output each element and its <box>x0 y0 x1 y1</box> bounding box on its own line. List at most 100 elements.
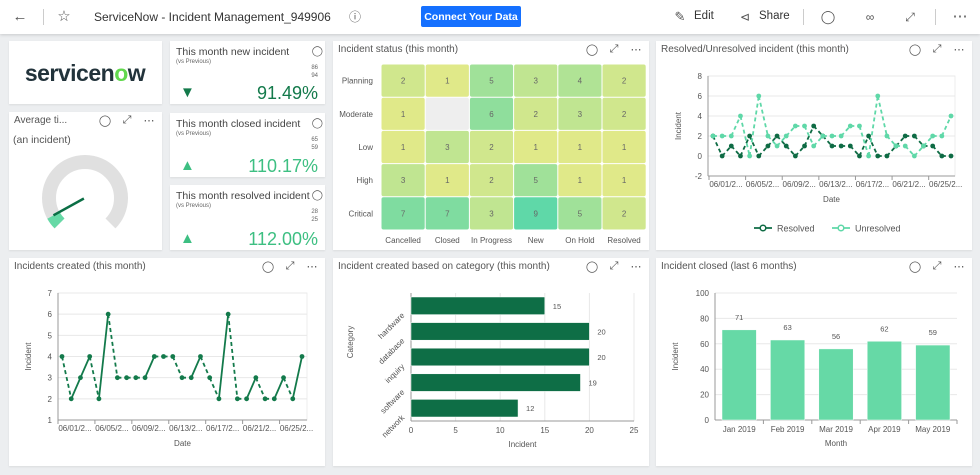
data-point <box>811 123 817 129</box>
data-point <box>161 354 166 359</box>
x-tick-label: 06/21/2... <box>243 424 276 433</box>
glasses-icon[interactable]: ∞ <box>865 10 875 24</box>
more-icon[interactable]: ⋯ <box>630 44 642 56</box>
comment-icon[interactable]: ◯ <box>261 261 275 273</box>
data-point <box>756 93 762 99</box>
expand-icon[interactable]: ⤢ <box>609 260 619 272</box>
bar <box>410 322 590 341</box>
comment-icon[interactable]: ◯ <box>311 46 323 57</box>
x-tick-label: May 2019 <box>915 425 951 434</box>
data-point <box>802 143 807 149</box>
cell-value: 1 <box>533 143 538 152</box>
expand-icon[interactable]: ⤢ <box>122 114 132 126</box>
heatmap-chart: Planning 2 1 5 3 4 2 Moderate 1 6 2 3 2 Low 1 3 2 1 1 1 High… <box>339 64 646 245</box>
comment-icon[interactable]: ◯ <box>98 115 112 127</box>
comment-icon[interactable]: ◯ <box>585 44 599 56</box>
more-icon[interactable]: ⋯ <box>953 261 965 273</box>
more-icon[interactable]: ⋯ <box>306 261 318 273</box>
cell-value: 1 <box>401 110 406 119</box>
kpi-current: 28 <box>311 209 318 215</box>
bar <box>721 329 757 421</box>
x-tick-label: 10 <box>496 426 505 435</box>
comment-icon[interactable]: ◯ <box>311 190 323 201</box>
comment-icon[interactable]: ◯ <box>585 261 599 273</box>
expand-icon[interactable]: ⤢ <box>285 260 295 272</box>
heatmap-cell <box>425 64 469 97</box>
data-point <box>838 143 844 149</box>
row-label: High <box>357 176 373 185</box>
column-label: In Progress <box>471 236 512 245</box>
series-line-segment <box>748 135 760 157</box>
bar-value-label: 15 <box>553 302 561 311</box>
data-point <box>911 153 917 159</box>
comment-icon[interactable]: ◯ <box>908 261 922 273</box>
pencil-icon[interactable]: ✎ <box>674 9 686 24</box>
data-point <box>783 143 789 149</box>
arrow-left-icon[interactable]: ← <box>12 8 28 25</box>
cell-value: 5 <box>578 209 583 218</box>
heatmap-cell <box>514 97 558 130</box>
heatmap-cell <box>381 64 425 97</box>
x-tick-label: 15 <box>540 426 549 435</box>
panel-title: Incident status (this month) <box>338 44 459 55</box>
expand-icon[interactable]: ⤢ <box>932 260 942 272</box>
star-icon[interactable]: ☆ <box>57 8 71 25</box>
heatmap-cell <box>558 164 602 197</box>
y-tick-label: 100 <box>696 289 710 298</box>
dashboard-title: ServiceNow - Incident Management_949906 <box>94 10 331 24</box>
connect-data-button[interactable]: Connect Your Data <box>421 6 521 27</box>
column-label: New <box>528 236 544 245</box>
divider <box>935 9 936 25</box>
data-point <box>719 133 725 139</box>
more-icon[interactable]: ⋯ <box>630 261 642 273</box>
x-tick-label: 06/09/2... <box>132 424 165 433</box>
info-icon[interactable]: ⓘ <box>348 10 361 24</box>
data-point <box>151 354 157 359</box>
data-point <box>829 143 835 149</box>
comment-icon[interactable]: ◯ <box>908 44 922 56</box>
comment-icon[interactable]: ◯ <box>311 118 323 129</box>
series-line-segment <box>712 135 723 157</box>
kpi-previous: 59 <box>311 145 318 151</box>
y-tick-label: 60 <box>700 340 709 349</box>
row-label: Planning <box>342 77 373 86</box>
bar-value-label: 62 <box>880 324 888 333</box>
expand-icon[interactable]: ⤢ <box>905 10 915 24</box>
x-tick-label: 06/09/2... <box>783 180 816 189</box>
data-point <box>216 396 222 402</box>
share-button[interactable]: Share <box>759 10 790 22</box>
gauge-fill <box>47 211 65 229</box>
edit-button[interactable]: Edit <box>694 10 714 22</box>
more-icon[interactable]: ⋯ <box>952 8 968 25</box>
more-icon[interactable]: ⋯ <box>143 115 155 127</box>
kpi-previous: 25 <box>311 217 318 223</box>
cell-value: 2 <box>622 110 627 119</box>
gauge-track <box>42 155 128 229</box>
cell-value: 3 <box>578 110 583 119</box>
row-label: Critical <box>349 209 374 218</box>
y-axis-title: Incident <box>671 342 680 371</box>
y-tick-label: 8 <box>698 72 703 81</box>
data-point <box>802 123 807 129</box>
comment-icon[interactable]: ◯ <box>820 9 836 24</box>
y-tick-label: 80 <box>700 314 709 323</box>
heatmap-cell <box>425 97 469 130</box>
expand-icon[interactable]: ⤢ <box>932 43 942 55</box>
data-point <box>96 396 102 402</box>
kpi-subtitle: (vs Previous) <box>176 131 212 137</box>
y-tick-label: software <box>379 387 407 415</box>
expand-icon[interactable]: ⤢ <box>609 43 619 55</box>
data-point <box>857 153 862 159</box>
share-icon[interactable]: ⊲ <box>739 10 751 24</box>
more-icon[interactable]: ⋯ <box>953 44 965 56</box>
cell-value: 2 <box>622 77 627 86</box>
bar <box>410 373 581 392</box>
bar <box>770 339 806 421</box>
data-point <box>262 396 268 402</box>
y-tick-label: network <box>380 413 407 440</box>
x-tick-label: 06/01/2... <box>709 180 742 189</box>
data-point <box>756 153 762 159</box>
y-tick-label: -2 <box>695 172 703 181</box>
series-line-segment <box>70 377 82 400</box>
